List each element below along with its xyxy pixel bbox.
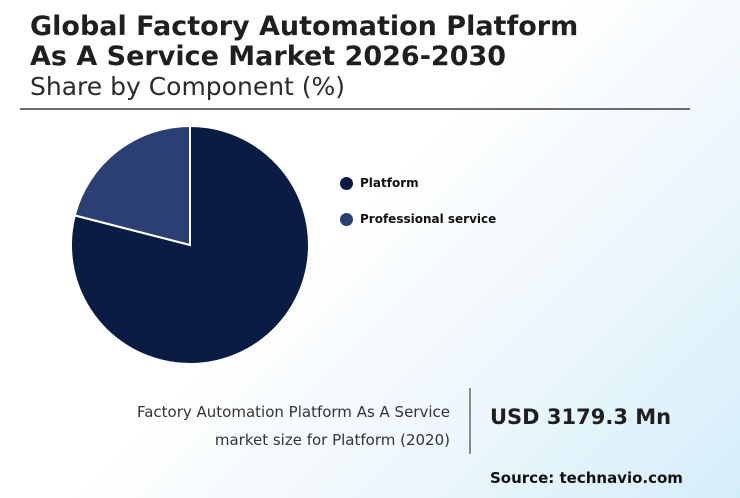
legend-label-professional-service: Professional service	[360, 212, 497, 226]
chart-legend: Platform Professional service	[340, 174, 496, 246]
legend-label-platform: Platform	[360, 176, 419, 190]
footer-divider	[469, 388, 471, 454]
header-divider	[20, 108, 690, 110]
legend-item-professional-service: Professional service	[340, 210, 496, 228]
pie-chart	[70, 124, 310, 365]
chart-title-line1: Global Factory Automation Platform	[30, 11, 579, 42]
caption-line1: Factory Automation Platform As A Service	[136, 403, 450, 421]
chart-title-line2: As A Service Market 2026-2030	[30, 41, 507, 72]
legend-marker-professional-service	[340, 212, 353, 226]
source-credit: Source: technavio.com	[490, 469, 683, 487]
pie-slice-professional-service	[73, 124, 191, 247]
caption-line2: market size for Platform (2020)	[214, 431, 450, 449]
title-block: Global Factory Automation Platform As A …	[30, 12, 578, 102]
legend-marker-platform	[340, 176, 353, 190]
market-size-caption: Factory Automation Platform As A Service…	[70, 398, 450, 454]
legend-item-platform: Platform	[340, 174, 496, 192]
chart-subtitle: Share by Component (%)	[30, 72, 346, 101]
market-size-value: USD 3179.3 Mn	[490, 405, 672, 429]
